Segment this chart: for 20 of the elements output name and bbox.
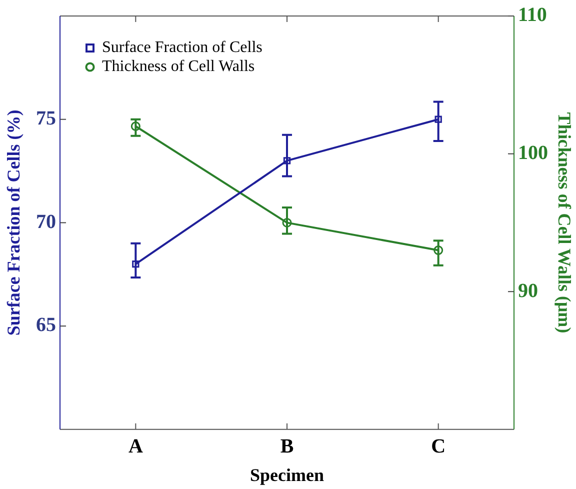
x-tick-label: B — [280, 436, 294, 458]
y-tick-label: 65 — [36, 314, 56, 336]
point — [434, 246, 444, 256]
point — [130, 121, 140, 131]
y2-axis-title: Thickness of Cell Walls (μm) — [554, 112, 575, 334]
point — [283, 157, 291, 164]
y2-tick-label: 110 — [518, 4, 547, 26]
point — [132, 260, 140, 268]
y-tick-label: 75 — [36, 108, 56, 130]
legend-label: Surface Fraction of Cells — [102, 39, 262, 56]
point — [434, 116, 442, 123]
legend-label: Thickness of Cell Walls — [102, 58, 255, 76]
y2-tick-label: 90 — [518, 280, 538, 302]
y-axis-title: Surface Fraction of Cells (%) — [3, 110, 24, 336]
point — [282, 218, 292, 228]
y2-tick-label: 100 — [518, 142, 548, 164]
x-tick-label: C — [431, 436, 446, 458]
x-axis-title: Specimen — [250, 464, 324, 485]
x-tick-label: A — [128, 436, 144, 458]
y-tick-label: 70 — [36, 210, 56, 233]
